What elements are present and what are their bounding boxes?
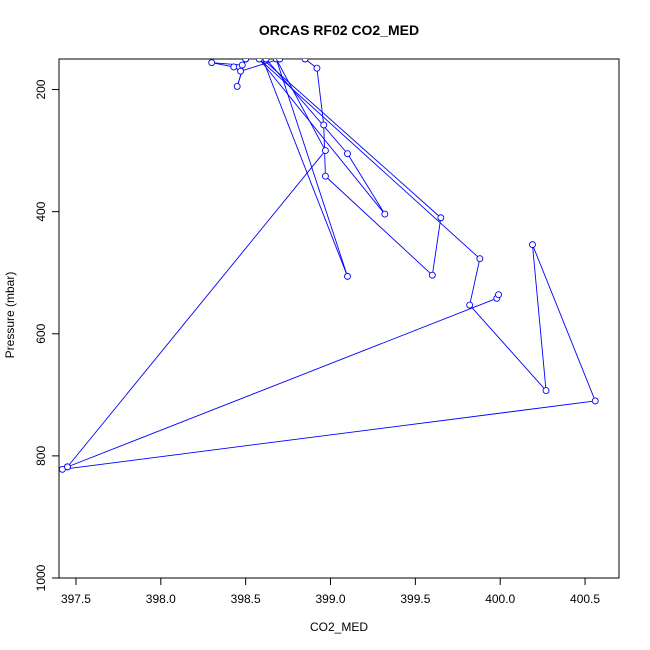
data-point	[344, 150, 351, 158]
x-tick-label: 399.5	[400, 592, 430, 606]
x-axis-label: CO2_MED	[310, 620, 368, 634]
series-segment	[469, 258, 481, 306]
series-segment	[316, 68, 325, 125]
y-axis-label: Pressure (mbar)	[3, 272, 17, 359]
series-segment	[240, 59, 280, 72]
data-point	[529, 241, 536, 249]
x-tick-label: 400.0	[485, 592, 515, 606]
series-segment	[325, 175, 433, 276]
x-tick-label: 399.0	[315, 592, 345, 606]
data-point	[320, 121, 328, 129]
data-point	[381, 210, 389, 218]
data-point	[591, 397, 599, 405]
data-point	[542, 387, 550, 394]
series-segment	[67, 297, 497, 468]
chart-title: ORCAS RF02 CO2_MED	[259, 22, 419, 38]
series-segment	[62, 400, 596, 470]
plot-frame	[58, 58, 620, 579]
data-point	[301, 59, 309, 63]
data-point	[428, 271, 436, 279]
y-tick-label: 600	[34, 323, 48, 343]
data-point	[237, 67, 245, 75]
series-segment	[258, 59, 386, 215]
data-point	[262, 59, 270, 63]
y-tick-label: 200	[34, 79, 48, 99]
data-point	[230, 63, 238, 71]
data-point	[64, 463, 71, 471]
data-point	[321, 172, 329, 180]
series-segment	[532, 244, 596, 402]
data-point	[476, 255, 484, 263]
series-lines	[62, 59, 596, 470]
series-segment	[275, 59, 326, 151]
series-segment	[347, 153, 386, 215]
data-point	[233, 83, 241, 90]
series-segment	[262, 59, 442, 219]
data-point	[466, 301, 474, 309]
series-segment	[258, 59, 481, 259]
data-point	[242, 59, 250, 63]
x-tick-label: 400.5	[570, 592, 600, 606]
series-segment	[431, 217, 442, 276]
x-tick-label: 398.5	[231, 592, 261, 606]
x-tick-label: 398.0	[146, 592, 176, 606]
y-tick-label: 800	[34, 446, 48, 466]
x-axis: 397.5 398.0 398.5 399.0 399.5 400.0 400.5	[61, 578, 600, 606]
data-point	[321, 147, 329, 155]
y-tick-label: 400	[34, 201, 48, 221]
data-point	[344, 272, 351, 280]
data-point	[255, 59, 263, 63]
series-segment	[67, 150, 326, 468]
series-segment	[211, 62, 243, 66]
data-point	[437, 214, 445, 222]
y-axis: 200 400 600 800 1000	[34, 79, 59, 591]
data-point	[495, 291, 502, 299]
data-point	[208, 59, 216, 67]
data-point	[313, 64, 321, 72]
data-point	[276, 59, 284, 63]
series-segment	[262, 59, 348, 277]
series-points	[59, 59, 599, 473]
series-segment	[265, 59, 348, 154]
y-tick-label: 1000	[34, 564, 48, 591]
series-segment	[532, 244, 547, 391]
x-tick-label: 397.5	[61, 592, 91, 606]
data-point	[238, 61, 246, 69]
series-segment	[469, 304, 547, 391]
